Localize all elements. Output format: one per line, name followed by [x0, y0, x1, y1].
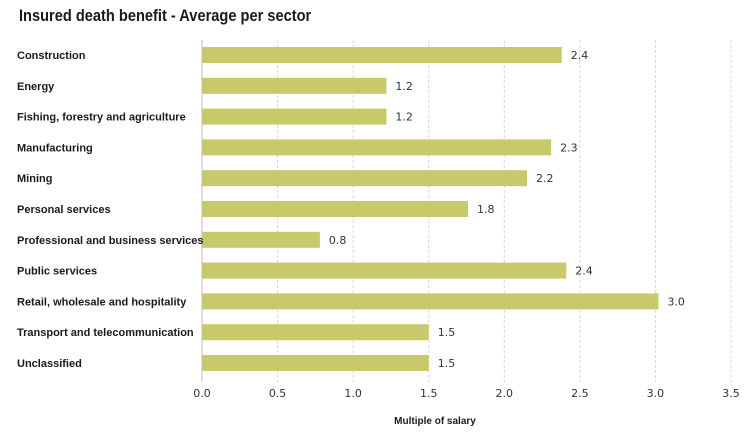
bar — [202, 355, 429, 371]
bar — [202, 201, 469, 217]
x-tick-label: 3.0 — [647, 387, 665, 400]
bar-value-label: 2.3 — [560, 141, 578, 154]
bars: 2.4 1.2 1.2 2.3 2.2 1.8 0.8 2.4 3.0 1.5 1.5 — [202, 47, 685, 371]
x-tick-label: 0.0 — [193, 387, 211, 400]
x-tick-label: 1.0 — [344, 387, 362, 400]
category-label: Transport and telecommunication — [17, 327, 194, 339]
bar — [202, 47, 562, 63]
chart-title: Insured death benefit - Average per sect… — [19, 6, 312, 25]
bar-value-label: 0.8 — [329, 234, 347, 247]
bar-value-label: 1.2 — [395, 80, 413, 93]
bar — [202, 108, 387, 125]
category-label: Mining — [17, 173, 52, 185]
bar — [202, 170, 527, 187]
category-label: Manufacturing — [17, 142, 93, 154]
x-tick-label: 1.5 — [420, 387, 438, 400]
bar-value-label: 1.5 — [438, 326, 456, 339]
bar — [202, 139, 552, 156]
bar-value-label: 1.8 — [477, 203, 495, 216]
category-label: Construction — [17, 50, 86, 62]
category-label: Public services — [17, 266, 97, 278]
bar-value-label: 2.4 — [575, 265, 593, 278]
category-label: Fishing, forestry and agriculture — [17, 112, 186, 124]
bar-value-label: 1.5 — [438, 357, 456, 370]
category-labels: Construction Energy Fishing, forestry and … — [17, 50, 203, 370]
x-axis-title: Multiple of salary — [394, 416, 476, 427]
category-label: Personal services — [17, 204, 111, 216]
bar-value-label: 3.0 — [667, 295, 685, 308]
x-tick-label: 2.5 — [571, 387, 589, 400]
bar-value-label: 2.2 — [536, 172, 554, 185]
x-tick-label: 0.5 — [269, 387, 287, 400]
bar — [202, 77, 387, 94]
bar — [202, 262, 567, 279]
bar — [202, 293, 659, 310]
x-tick-label: 3.5 — [722, 387, 740, 400]
category-label: Unclassified — [17, 358, 82, 370]
x-tick-label: 2.0 — [496, 387, 514, 400]
x-axis-ticks: 0.0 0.5 1.0 1.5 2.0 2.5 3.0 3.5 — [193, 387, 740, 400]
bar-value-label: 1.2 — [395, 111, 413, 124]
bar-value-label: 2.4 — [571, 49, 589, 62]
bar — [202, 324, 429, 341]
category-label: Energy — [17, 81, 55, 93]
bar — [202, 231, 320, 248]
category-label: Professional and business services — [17, 235, 203, 247]
category-label: Retail, wholesale and hospitality — [17, 296, 187, 308]
